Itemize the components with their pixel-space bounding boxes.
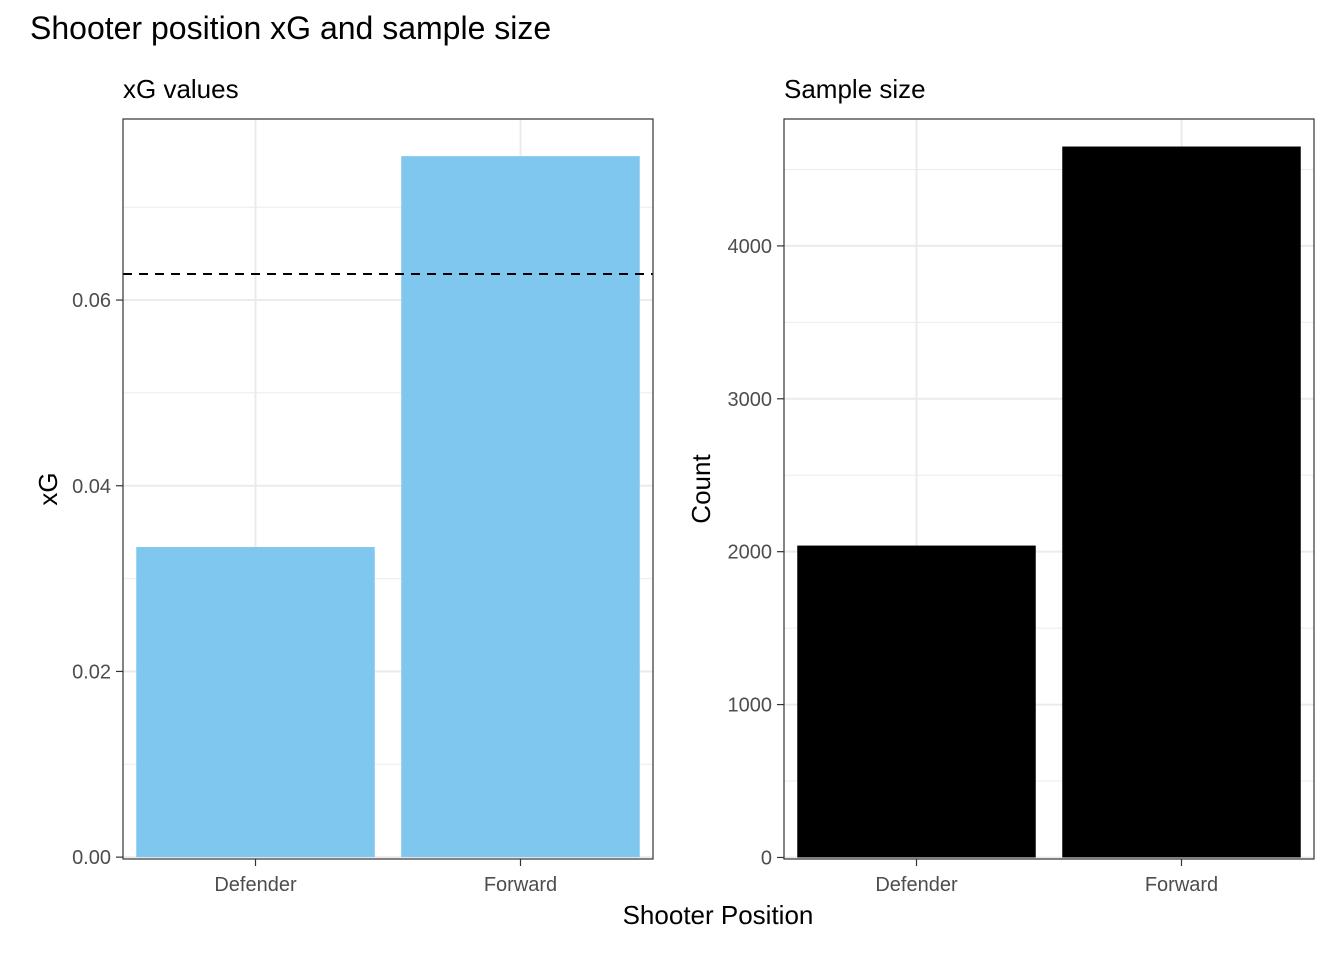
panel-subtitle: Sample size <box>784 74 926 104</box>
y-tick-label: 1000 <box>728 695 773 717</box>
y-tick-label: 2000 <box>728 542 773 564</box>
y-tick-label: 3000 <box>728 389 773 411</box>
chart-panel-2: Sample size 0 1000 2000 3000 4000 Defender Forw… <box>686 74 1315 896</box>
x-tick-label: Forward <box>484 874 557 896</box>
y-tick-label: 4000 <box>728 236 773 258</box>
y-tick-label: 0.02 <box>72 661 111 683</box>
chart-panel-1: xG values 0.00 0.02 0.04 0.06 Defender Forward… <box>33 74 654 896</box>
bar-defender <box>136 547 375 858</box>
bar-forward <box>401 156 640 858</box>
x-tick-label: Defender <box>875 874 958 896</box>
y-tick-label: 0.00 <box>72 847 111 869</box>
figure-title: Shooter position xG and sample size <box>30 10 551 46</box>
x-tick-label: Forward <box>1145 874 1218 896</box>
chart-panels: xG values 0.00 0.02 0.04 0.06 Defender Forward… <box>33 74 1315 896</box>
panel-border <box>122 118 654 860</box>
x-tick-label: Defender <box>214 874 297 896</box>
panel-border <box>783 118 1315 860</box>
y-axis-title: xG <box>33 472 63 505</box>
bar-defender <box>797 545 1036 858</box>
y-tick-label: 0 <box>761 847 772 869</box>
panel-subtitle: xG values <box>123 74 239 104</box>
y-tick-label: 0.06 <box>72 290 111 312</box>
x-axis-title: Shooter Position <box>623 900 814 930</box>
y-tick-label: 0.04 <box>72 476 111 498</box>
y-axis-title: Count <box>686 454 716 524</box>
bar-forward <box>1062 146 1301 858</box>
